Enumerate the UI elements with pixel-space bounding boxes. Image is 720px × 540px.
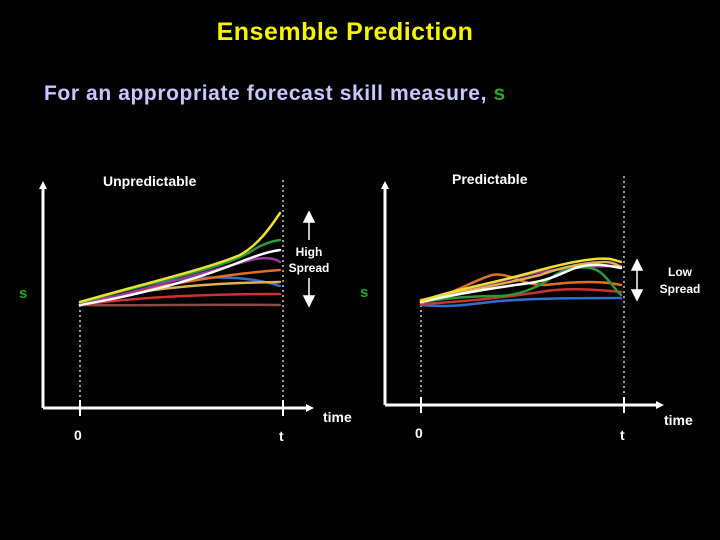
ensemble-members — [419, 257, 623, 308]
member-7 — [419, 288, 623, 306]
high-spread-arrow — [302, 210, 316, 308]
spread-label-line-2: Spread — [289, 261, 330, 275]
spread-label-line-1: High — [296, 245, 323, 259]
tick-label-0: 0 — [74, 427, 82, 443]
skill-symbol: s — [493, 82, 506, 105]
y-axis-label: s — [360, 284, 368, 301]
panel-title: Predictable — [452, 171, 528, 187]
x-axis-label: time — [323, 409, 352, 425]
subtitle-text: For an appropriate forecast skill measur… — [44, 82, 488, 105]
ensemble-members — [78, 211, 282, 307]
member-2 — [419, 263, 623, 304]
member-6 — [419, 296, 623, 308]
panel-title: Unpredictable — [103, 173, 197, 189]
member-8 — [78, 303, 282, 307]
low-spread-arrow — [630, 258, 644, 302]
tick-label-0: 0 — [415, 425, 423, 441]
x-axis-label: time — [664, 412, 693, 428]
slide-title: Ensemble Prediction — [216, 18, 474, 46]
tick-label-t: t — [279, 428, 284, 444]
member-2 — [78, 248, 282, 307]
slide-subtitle: For an appropriate forecast skill measur… — [44, 82, 506, 106]
member-0 — [78, 211, 282, 304]
member-5 — [419, 260, 623, 302]
y-axis-label: s — [19, 285, 27, 302]
panel-predictable: Predictable s time 0 t Low Spread — [360, 171, 700, 443]
panel-unpredictable: Unpredictable s time 0 t High Spread — [19, 173, 352, 444]
tick-label-t: t — [620, 427, 625, 443]
spread-label-line-2: Spread — [660, 282, 701, 296]
spread-label-line-1: Low — [668, 265, 693, 279]
member-0 — [419, 257, 623, 303]
member-4 — [419, 273, 623, 305]
